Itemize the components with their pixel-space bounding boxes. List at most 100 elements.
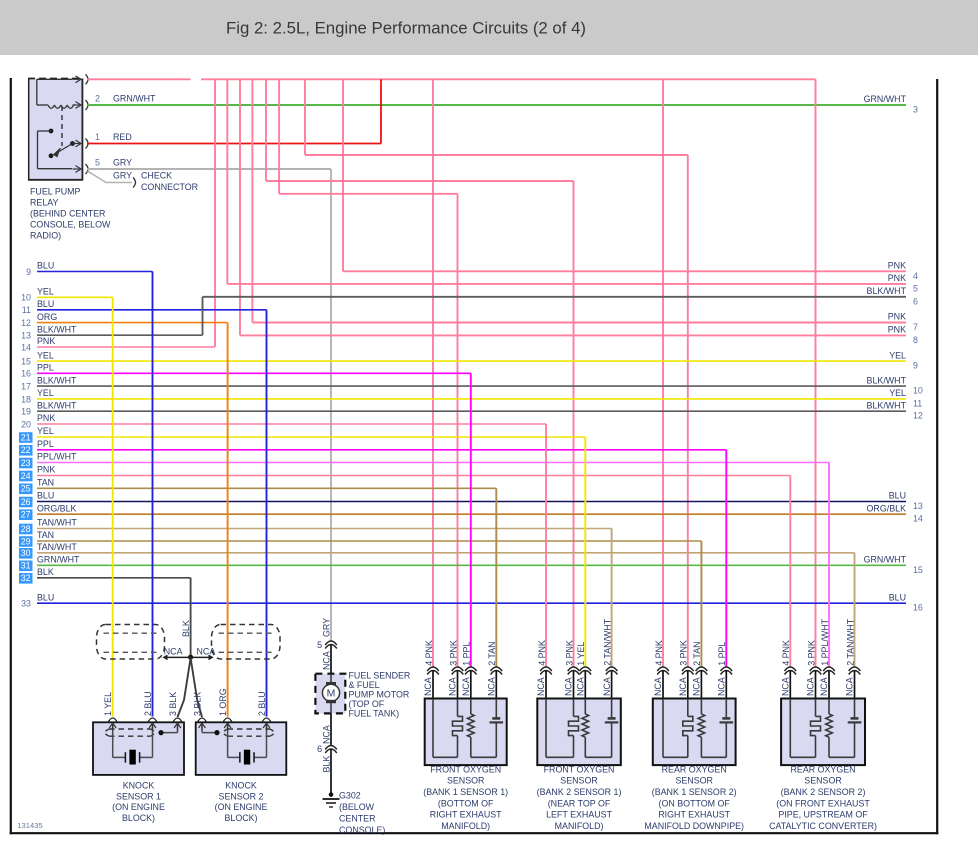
svg-text:NCA: NCA — [197, 647, 216, 657]
svg-text:4 PNK: 4 PNK — [781, 640, 791, 666]
svg-text:CENTER: CENTER — [339, 814, 376, 824]
svg-text:28: 28 — [21, 524, 31, 534]
svg-text:TAN: TAN — [37, 478, 54, 488]
svg-text:8: 8 — [913, 335, 918, 345]
svg-text:GRY: GRY — [321, 618, 331, 637]
svg-text:4 PNK: 4 PNK — [537, 640, 547, 666]
svg-text:NCA: NCA — [602, 677, 612, 696]
svg-text:3 PNK: 3 PNK — [679, 640, 689, 666]
svg-text:YEL: YEL — [37, 287, 54, 297]
svg-text:TAN: TAN — [37, 530, 54, 540]
svg-text:(ON BOTTOM OF: (ON BOTTOM OF — [659, 798, 731, 808]
svg-text:YEL: YEL — [37, 350, 54, 360]
svg-text:ORG: ORG — [37, 312, 57, 322]
svg-text:SENSOR: SENSOR — [560, 776, 597, 786]
svg-text:NCA: NCA — [576, 677, 586, 696]
svg-text:BLU: BLU — [37, 261, 54, 271]
svg-text:RIGHT EXHAUST: RIGHT EXHAUST — [658, 810, 730, 820]
svg-text:NCA: NCA — [164, 647, 183, 657]
svg-text:(ON ENGINE: (ON ENGINE — [112, 802, 165, 812]
svg-text:20: 20 — [21, 419, 31, 429]
svg-text:(BOTTOM OF: (BOTTOM OF — [438, 798, 494, 808]
svg-text:FRONT OXYGEN: FRONT OXYGEN — [544, 764, 615, 774]
svg-text:SENSOR: SENSOR — [447, 776, 484, 786]
svg-text:FUEL PUMP: FUEL PUMP — [30, 187, 81, 197]
svg-text:10: 10 — [21, 293, 31, 303]
svg-text:CONSOLE, BELOW: CONSOLE, BELOW — [30, 220, 111, 230]
svg-text:1 YEL: 1 YEL — [103, 692, 113, 716]
svg-text:1 PPL/WHT: 1 PPL/WHT — [820, 618, 830, 665]
svg-text:RED: RED — [113, 132, 132, 142]
svg-text:TAN/WHT: TAN/WHT — [37, 542, 77, 552]
svg-text:CATALYTIC CONVERTER): CATALYTIC CONVERTER) — [769, 821, 877, 831]
svg-text:21: 21 — [21, 432, 31, 442]
svg-text:PPL/WHT: PPL/WHT — [37, 452, 77, 462]
svg-text:9: 9 — [913, 361, 918, 371]
svg-text:GRN/WHT: GRN/WHT — [37, 555, 80, 565]
svg-text:& FUEL: & FUEL — [349, 680, 380, 690]
svg-text:22: 22 — [21, 445, 31, 455]
svg-text:18: 18 — [21, 394, 31, 404]
svg-text:131435: 131435 — [17, 821, 42, 830]
svg-text:GRN/WHT: GRN/WHT — [864, 94, 907, 104]
svg-text:17: 17 — [21, 382, 31, 392]
svg-text:PUMP MOTOR: PUMP MOTOR — [349, 689, 410, 699]
svg-text:NCA: NCA — [781, 677, 791, 696]
svg-text:BLK/WHT: BLK/WHT — [37, 400, 77, 410]
svg-text:1: 1 — [95, 132, 100, 142]
svg-text:3: 3 — [913, 105, 918, 115]
svg-text:GRY: GRY — [113, 158, 132, 168]
svg-text:NCA: NCA — [819, 677, 829, 696]
svg-text:3 BLK: 3 BLK — [193, 692, 203, 716]
svg-text:LEFT EXHAUST: LEFT EXHAUST — [546, 810, 612, 820]
svg-text:14: 14 — [913, 514, 923, 524]
svg-text:BLK/WHT: BLK/WHT — [37, 324, 77, 334]
svg-text:YEL: YEL — [889, 388, 906, 398]
svg-text:(BANK 2 SENSOR 1): (BANK 2 SENSOR 1) — [537, 787, 622, 797]
svg-text:BLK/WHT: BLK/WHT — [867, 400, 907, 410]
svg-text:BLOCK): BLOCK) — [122, 813, 155, 823]
svg-text:3 PNK: 3 PNK — [806, 640, 816, 666]
svg-text:25: 25 — [21, 484, 31, 494]
svg-text:MANIFOLD): MANIFOLD) — [441, 821, 490, 831]
svg-text:NCA: NCA — [717, 677, 727, 696]
svg-text:PNK: PNK — [888, 273, 906, 283]
svg-text:ORG/BLK: ORG/BLK — [867, 503, 907, 513]
svg-text:7: 7 — [913, 322, 918, 332]
svg-text:PNK: PNK — [888, 312, 906, 322]
svg-text:2 BLU: 2 BLU — [143, 691, 153, 716]
svg-text:32: 32 — [21, 573, 31, 583]
svg-text:(BANK 1 SENSOR 2): (BANK 1 SENSOR 2) — [652, 787, 737, 797]
svg-text:NCA: NCA — [692, 677, 702, 696]
svg-text:4: 4 — [913, 271, 918, 281]
svg-text:PIPE, UPSTREAM OF: PIPE, UPSTREAM OF — [778, 810, 868, 820]
svg-text:16: 16 — [913, 603, 923, 613]
svg-text:(BANK 2 SENSOR 2): (BANK 2 SENSOR 2) — [781, 787, 866, 797]
svg-text:YEL: YEL — [37, 426, 54, 436]
svg-text:2 TAN: 2 TAN — [692, 641, 702, 665]
svg-text:SENSOR: SENSOR — [675, 776, 712, 786]
svg-text:2 TAN/WHT: 2 TAN/WHT — [602, 618, 612, 666]
svg-text:YEL: YEL — [889, 350, 906, 360]
svg-text:PNK: PNK — [37, 413, 55, 423]
svg-text:12: 12 — [913, 411, 923, 421]
svg-text:19: 19 — [21, 407, 31, 417]
svg-text:NCA: NCA — [536, 677, 546, 696]
svg-text:BLK: BLK — [37, 567, 54, 577]
svg-text:M: M — [327, 688, 336, 700]
svg-text:YEL: YEL — [37, 388, 54, 398]
svg-text:PNK: PNK — [888, 261, 906, 271]
svg-text:3 BLK: 3 BLK — [168, 692, 178, 716]
svg-text:26: 26 — [21, 497, 31, 507]
svg-text:33: 33 — [21, 599, 31, 609]
svg-text:PNK: PNK — [37, 336, 55, 346]
svg-text:2 BLU: 2 BLU — [257, 691, 267, 716]
svg-text:FRONT OXYGEN: FRONT OXYGEN — [430, 764, 501, 774]
svg-text:PPL: PPL — [37, 363, 54, 373]
svg-text:3 PNK: 3 PNK — [564, 640, 574, 666]
svg-text:(ON FRONT EXHAUST: (ON FRONT EXHAUST — [776, 798, 870, 808]
svg-text:G302: G302 — [339, 791, 361, 801]
svg-text:1 PPL: 1 PPL — [462, 642, 472, 666]
svg-text:BLK: BLK — [181, 620, 191, 637]
svg-text:REAR OXYGEN: REAR OXYGEN — [790, 764, 855, 774]
